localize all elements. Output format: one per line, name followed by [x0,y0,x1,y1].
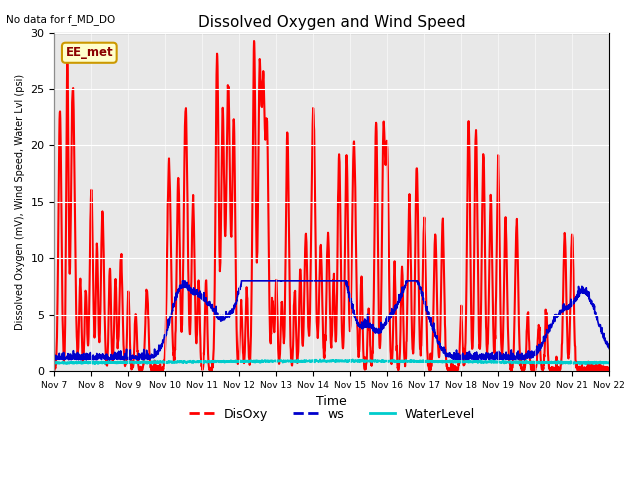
DisOxy [493,192,501,197]
WaterLevel [605,360,613,366]
DisOxy [348,225,356,230]
Text: EE_met: EE_met [65,46,113,59]
Legend: DisOxy, ws, WaterLevel: DisOxy, ws, WaterLevel [184,403,480,426]
ws [179,278,186,284]
WaterLevel [360,359,368,365]
ws [360,319,368,324]
Y-axis label: Dissolved Oxygen (mV), Wind Speed, Water Lvl (psi): Dissolved Oxygen (mV), Wind Speed, Water… [15,74,25,330]
WaterLevel [582,361,590,367]
WaterLevel [348,358,355,364]
Line: ws: ws [54,281,609,360]
WaterLevel [556,360,564,365]
DisOxy [572,363,580,369]
ws [557,310,564,316]
DisOxy [360,363,368,369]
ws [470,357,478,363]
X-axis label: Time: Time [316,396,347,408]
ws [348,305,356,311]
ws [572,297,580,302]
DisOxy [557,366,564,372]
Title: Dissolved Oxygen and Wind Speed: Dissolved Oxygen and Wind Speed [198,15,465,30]
ws [205,302,213,308]
DisOxy [605,365,613,371]
WaterLevel [493,359,501,364]
Line: DisOxy: DisOxy [54,41,609,371]
WaterLevel [572,360,580,366]
DisOxy [205,367,213,373]
ws [51,353,58,359]
ws [605,346,613,351]
DisOxy [51,367,58,372]
DisOxy [250,38,258,44]
Line: WaterLevel: WaterLevel [54,360,609,364]
WaterLevel [51,360,58,365]
ws [493,355,501,361]
Text: No data for f_MD_DO: No data for f_MD_DO [6,14,116,25]
WaterLevel [349,357,356,362]
DisOxy [155,368,163,374]
WaterLevel [205,359,213,365]
